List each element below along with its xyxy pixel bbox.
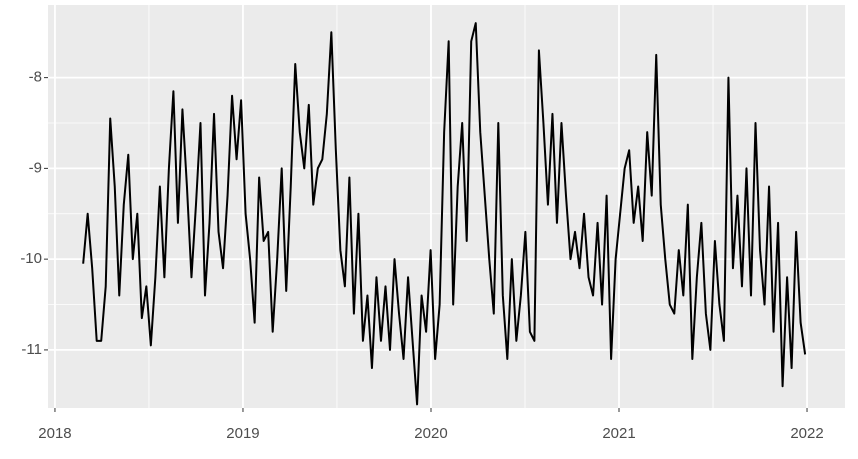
y-tick-label: -11 (21, 341, 42, 358)
y-tick-label: -9 (29, 159, 42, 176)
x-tick-label: 2018 (38, 425, 71, 442)
y-tick-label: -10 (20, 250, 42, 267)
series-line (82, 22, 807, 406)
x-tick-label: 2022 (790, 425, 823, 442)
y-tick-label: -8 (29, 69, 42, 86)
x-tick-label: 2021 (602, 425, 635, 442)
x-tick-label: 2019 (226, 425, 259, 442)
x-tick-label: 2020 (414, 425, 447, 442)
